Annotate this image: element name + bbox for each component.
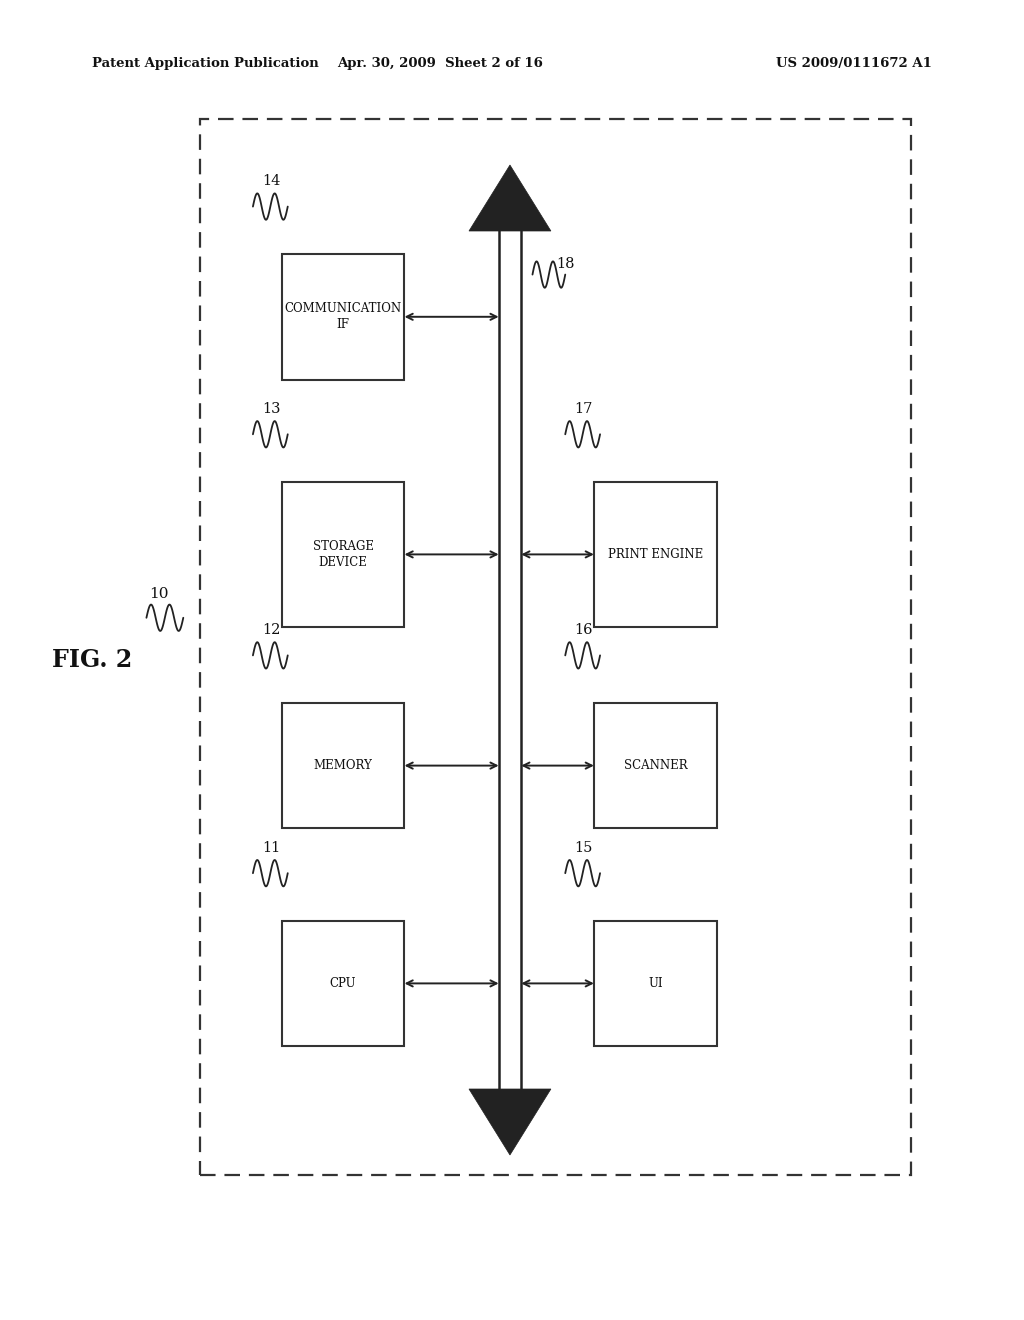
- Text: 18: 18: [556, 257, 574, 271]
- Bar: [594, 482, 717, 627]
- Polygon shape: [469, 1089, 551, 1155]
- Bar: [282, 255, 404, 380]
- Bar: [594, 921, 717, 1045]
- Text: 11: 11: [262, 841, 281, 855]
- Text: PRINT ENGINE: PRINT ENGINE: [607, 548, 703, 561]
- Text: 16: 16: [574, 623, 593, 636]
- Text: Patent Application Publication: Patent Application Publication: [92, 57, 318, 70]
- Text: FIG. 2: FIG. 2: [52, 648, 132, 672]
- Text: UI: UI: [648, 977, 663, 990]
- Bar: [282, 702, 404, 829]
- Text: Apr. 30, 2009  Sheet 2 of 16: Apr. 30, 2009 Sheet 2 of 16: [337, 57, 544, 70]
- Text: 10: 10: [148, 586, 169, 601]
- Text: 14: 14: [262, 174, 281, 187]
- Text: 13: 13: [262, 401, 281, 416]
- Bar: [200, 119, 911, 1175]
- Text: US 2009/0111672 A1: US 2009/0111672 A1: [776, 57, 932, 70]
- Bar: [282, 482, 404, 627]
- Text: MEMORY: MEMORY: [313, 759, 373, 772]
- Text: COMMUNICATION
IF: COMMUNICATION IF: [285, 302, 401, 331]
- Polygon shape: [469, 165, 551, 231]
- Text: STORAGE
DEVICE: STORAGE DEVICE: [312, 540, 374, 569]
- Bar: [594, 702, 717, 829]
- Polygon shape: [499, 231, 521, 1089]
- Text: 12: 12: [262, 623, 281, 636]
- Text: CPU: CPU: [330, 977, 356, 990]
- Text: SCANNER: SCANNER: [624, 759, 687, 772]
- Text: 15: 15: [574, 841, 593, 855]
- Bar: [282, 921, 404, 1045]
- Text: 17: 17: [574, 401, 593, 416]
